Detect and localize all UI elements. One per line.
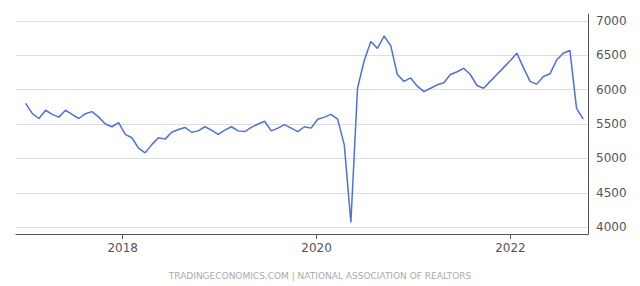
svg-text:7000: 7000: [596, 14, 627, 28]
svg-text:6500: 6500: [596, 48, 627, 62]
svg-text:5000: 5000: [596, 151, 627, 165]
svg-text:6000: 6000: [596, 83, 627, 97]
svg-text:2020: 2020: [301, 241, 332, 255]
svg-text:TRADINGECONOMICS.COM | NATIONA: TRADINGECONOMICS.COM | NATIONAL ASSOCIAT…: [168, 271, 472, 281]
svg-text:4500: 4500: [596, 186, 627, 200]
svg-text:4000: 4000: [596, 220, 627, 234]
svg-text:2018: 2018: [107, 241, 138, 255]
svg-text:5500: 5500: [596, 117, 627, 131]
svg-text:2022: 2022: [495, 241, 526, 255]
